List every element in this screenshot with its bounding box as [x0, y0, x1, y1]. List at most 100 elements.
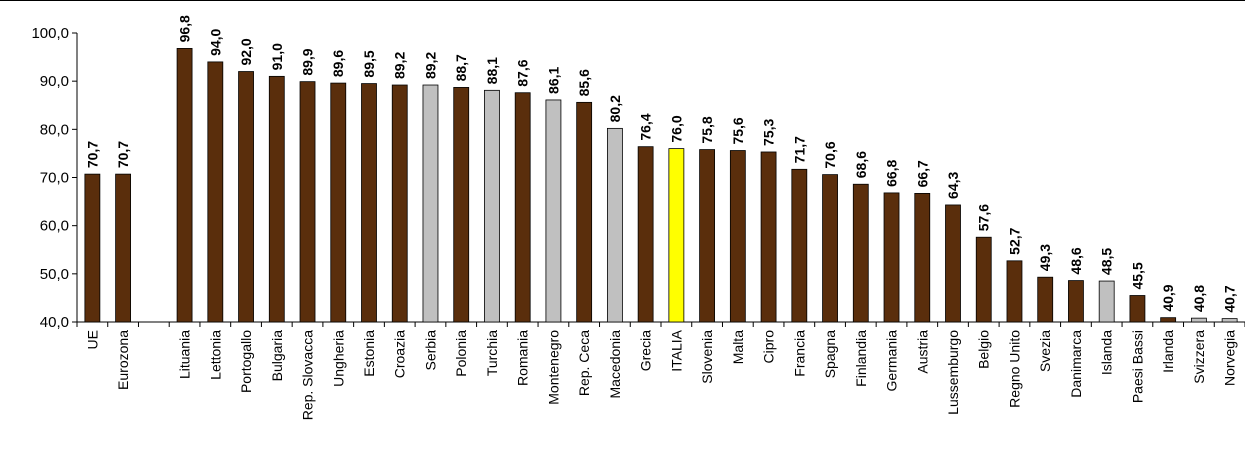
- bar-regno-unito: [1006, 260, 1023, 323]
- bar-macedonia: [606, 127, 623, 323]
- data-label: 75,8: [699, 116, 715, 143]
- bar-lettonia: [207, 61, 224, 323]
- data-label: 75,3: [761, 119, 777, 146]
- data-label: 49,3: [1037, 244, 1053, 271]
- data-label: 80,2: [607, 95, 623, 122]
- category-label: Malta: [730, 330, 746, 364]
- data-label: 45,5: [1129, 262, 1145, 289]
- bar-cipro: [760, 151, 777, 323]
- bar-danimarca: [1068, 280, 1084, 323]
- bar-finlandia: [852, 183, 869, 323]
- y-tick-label: 60,0: [40, 218, 69, 235]
- bar-rep-slovacca: [299, 81, 316, 323]
- data-label: 48,5: [1099, 248, 1115, 275]
- data-label: 40,9: [1160, 284, 1176, 311]
- data-label: 57,6: [976, 204, 992, 231]
- category-label: ITALIA: [668, 329, 684, 371]
- bar-estonia: [361, 83, 377, 323]
- bar-bulgaria: [268, 75, 285, 323]
- category-label: Slovenia: [699, 330, 715, 384]
- category-label: Danimarca: [1068, 330, 1084, 398]
- category-label: Paesi Bassi: [1129, 330, 1145, 403]
- data-label: 40,7: [1222, 285, 1238, 312]
- bar-turchia: [484, 89, 500, 323]
- bar-italia: [668, 148, 685, 323]
- category-label: Eurozona: [115, 330, 131, 390]
- bar-malta: [729, 150, 746, 323]
- y-tick-label: 80,0: [40, 121, 69, 138]
- bar-francia: [791, 168, 808, 323]
- data-label: 89,9: [300, 48, 316, 75]
- data-label: 96,8: [177, 15, 193, 42]
- y-tick-label: 90,0: [40, 73, 69, 90]
- bar-spagna: [822, 174, 838, 323]
- bar-austria: [914, 192, 931, 323]
- data-label: 64,3: [945, 171, 961, 198]
- category-label: Irlanda: [1160, 330, 1176, 373]
- data-label: 48,6: [1068, 247, 1084, 274]
- category-label: UE: [84, 330, 100, 349]
- data-label: 94,0: [207, 28, 223, 55]
- data-label: 70,6: [822, 141, 838, 168]
- category-label: Norvegia: [1222, 330, 1238, 386]
- data-label: 76,4: [638, 113, 654, 140]
- category-label: Cipro: [761, 330, 777, 364]
- y-tick-label: 50,0: [40, 266, 69, 283]
- category-label: Spagna: [822, 330, 838, 378]
- category-label: Belgio: [976, 330, 992, 369]
- bar-croazia: [391, 84, 408, 323]
- category-label: Rep. Slovacca: [300, 330, 316, 420]
- data-label: 66,8: [884, 159, 900, 186]
- data-label: 89,2: [392, 52, 408, 79]
- category-label: Lituania: [177, 330, 193, 379]
- data-label: 89,2: [422, 52, 438, 79]
- category-label: Germania: [884, 330, 900, 392]
- data-label: 52,7: [1006, 227, 1022, 254]
- data-label: 68,6: [853, 151, 869, 178]
- bar-paesi-bassi: [1129, 295, 1146, 323]
- bar-slovenia: [699, 149, 716, 323]
- category-label: Austria: [914, 330, 930, 374]
- bar-svizzera: [1190, 317, 1207, 323]
- bar-ue: [84, 173, 101, 323]
- category-label: Grecia: [638, 330, 654, 371]
- bar-lussemburgo: [945, 204, 961, 323]
- data-label: 66,7: [914, 160, 930, 187]
- bar-irlanda: [1160, 317, 1177, 323]
- data-label: 70,7: [84, 141, 100, 168]
- data-label: 71,7: [791, 136, 807, 163]
- data-label: 89,5: [361, 50, 377, 77]
- y-tick-label: 40,0: [40, 314, 69, 331]
- bar-grecia: [637, 146, 654, 323]
- category-label: Islanda: [1099, 330, 1115, 375]
- bar-norvegia: [1221, 318, 1238, 323]
- data-label: 70,7: [115, 141, 131, 168]
- data-label: 87,6: [515, 59, 531, 86]
- category-label: Lussemburgo: [945, 330, 961, 415]
- category-label: Svezia: [1037, 330, 1053, 372]
- bar-portogallo: [238, 71, 254, 323]
- category-label: Svizzera: [1191, 330, 1207, 384]
- category-label: Finlandia: [853, 330, 869, 387]
- bar-rep-ceca: [576, 101, 593, 323]
- category-label: Turchia: [484, 330, 500, 376]
- bar-ungheria: [330, 82, 347, 323]
- category-label: Montenegro: [545, 330, 561, 405]
- data-label: 88,1: [484, 57, 500, 84]
- data-label: 86,1: [545, 66, 561, 93]
- category-label: Romania: [515, 330, 531, 386]
- category-label: Regno Unito: [1006, 330, 1022, 408]
- data-label: 88,7: [453, 54, 469, 81]
- bar-islanda: [1098, 280, 1115, 323]
- bar-serbia: [422, 84, 439, 323]
- category-label: Ungheria: [330, 330, 346, 387]
- data-label: 40,8: [1191, 285, 1207, 312]
- category-label: Lettonia: [207, 330, 223, 380]
- category-label: Macedonia: [607, 330, 623, 399]
- data-label: 76,0: [668, 115, 684, 142]
- category-label: Francia: [791, 330, 807, 377]
- bar-eurozona: [115, 173, 132, 323]
- data-label: 89,6: [330, 50, 346, 77]
